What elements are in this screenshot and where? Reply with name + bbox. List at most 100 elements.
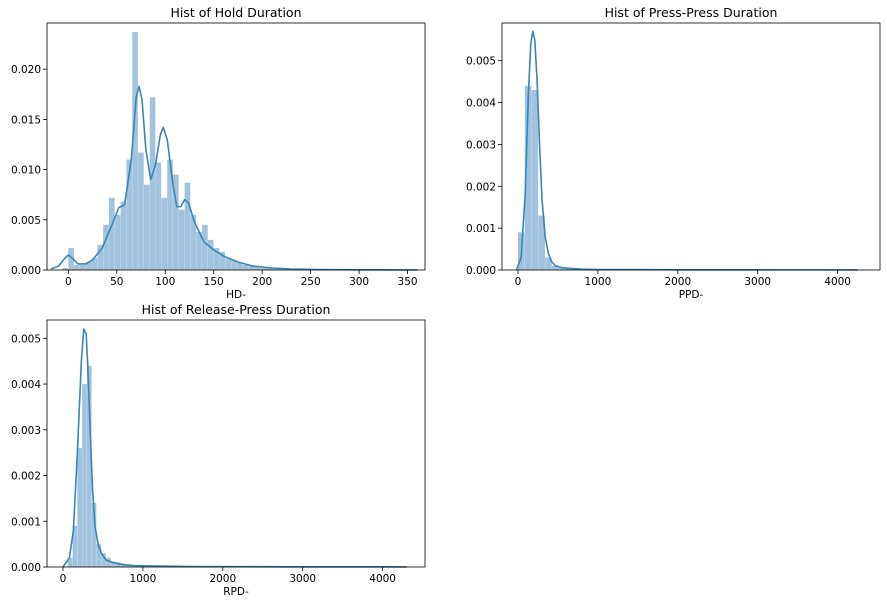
histogram-bar [110, 561, 116, 567]
x-tick-label: 1000 [130, 573, 157, 585]
y-tick-label: 0.000 [11, 265, 41, 277]
histogram-bar [86, 365, 92, 567]
histogram-bar [178, 209, 185, 270]
histogram-bar [91, 502, 97, 567]
histogram-bar [248, 265, 255, 270]
histogram-bar [138, 152, 144, 270]
histogram-bar [524, 85, 532, 270]
histogram-bar [126, 159, 133, 270]
histogram-bar [196, 231, 202, 270]
histogram-bar [173, 174, 179, 270]
plot-frame [501, 22, 881, 271]
histogram-bar [558, 267, 566, 270]
y-tick-label: 0.002 [466, 181, 496, 193]
panel-title: Hist of Release-Press Duration [142, 302, 331, 317]
y-tick-label: 0.000 [466, 265, 496, 277]
x-tick-label: 300 [349, 276, 369, 288]
y-tick-label: 0.020 [11, 64, 41, 76]
x-axis-label: HD- [226, 289, 246, 301]
histogram-bar [77, 448, 82, 567]
histogram-bar [91, 257, 98, 270]
y-tick-label: 0.001 [466, 223, 496, 235]
histogram-bar [96, 544, 102, 567]
plot-frame [46, 319, 426, 568]
panel-release-press-duration: Hist of Release-Press Duration RPD- 0 100… [11, 302, 426, 598]
histogram-bar [82, 384, 87, 567]
histogram-bar [207, 239, 214, 270]
histogram-bar [225, 257, 231, 270]
panel-hold-duration: Hist of Hold Duration HD- 0 50 100 150 200 25… [11, 5, 426, 301]
x-tick-label: 2000 [209, 573, 236, 585]
histogram-bar [219, 251, 226, 270]
y-tick-label: 0.005 [11, 333, 41, 345]
histogram-bar [551, 265, 559, 270]
x-tick-label: 3000 [744, 276, 771, 288]
histogram-bar [115, 562, 121, 567]
histogram-bars [62, 32, 418, 270]
x-tick-label: 0 [515, 276, 522, 288]
histogram-bar [114, 214, 121, 270]
histogram-bar [213, 247, 220, 270]
y-tick-label: 0.003 [466, 139, 496, 151]
histogram-bar [103, 224, 109, 270]
histogram-bar [242, 264, 249, 270]
histogram-bars [517, 85, 858, 270]
kde-line [515, 30, 858, 271]
y-tick-label: 0.005 [11, 215, 41, 227]
histogram-bar [266, 267, 272, 270]
histogram-bar [231, 259, 237, 270]
x-tick-label: 3000 [289, 573, 316, 585]
histogram-bar [565, 268, 573, 270]
histogram-bar [538, 215, 545, 270]
histogram-bar [67, 557, 73, 567]
x-tick-label: 250 [301, 276, 321, 288]
histogram-bar [531, 89, 539, 270]
histogram-bar [109, 197, 115, 270]
x-tick-label: 4000 [369, 573, 396, 585]
x-tick-label: 2000 [664, 276, 691, 288]
histogram-bar [132, 32, 138, 270]
x-tick-label: 0 [60, 573, 67, 585]
x-axis-label: RPD- [223, 586, 249, 598]
histogram-bar [72, 525, 78, 567]
x-tick-label: 200 [252, 276, 272, 288]
y-tick-label: 0.003 [11, 425, 41, 437]
y-tick-label: 0.004 [11, 379, 41, 391]
histogram-bar [190, 214, 197, 270]
histogram-bar [277, 269, 284, 270]
kde-line [62, 328, 407, 568]
x-tick-label: 4000 [824, 276, 851, 288]
histogram-bar [161, 197, 167, 270]
x-tick-label: 350 [398, 276, 418, 288]
histogram-bar [254, 266, 261, 270]
y-tick-label: 0.015 [11, 114, 41, 126]
x-tick-label: 150 [204, 276, 224, 288]
kde-line [50, 85, 418, 271]
histogram-bar [106, 557, 111, 567]
histogram-bar [271, 269, 278, 270]
y-tick-label: 0.001 [11, 516, 41, 528]
histogram-bar [184, 182, 191, 270]
y-tick-label: 0.002 [11, 471, 41, 483]
histogram-bar [149, 97, 156, 270]
histogram-bar [545, 257, 552, 270]
x-tick-label: 50 [110, 276, 123, 288]
x-tick-label: 100 [155, 276, 175, 288]
plot-frame [46, 22, 426, 271]
histogram-bar [167, 159, 173, 270]
histogram-bars [67, 365, 404, 567]
y-tick-label: 0.000 [11, 562, 41, 574]
panel-title: Hist of Press-Press Duration [605, 5, 778, 20]
histogram-bar [68, 247, 74, 270]
histogram-bar [260, 267, 266, 270]
x-tick-label: 1000 [585, 276, 612, 288]
y-tick-label: 0.005 [466, 56, 496, 68]
histogram-bar [85, 261, 92, 270]
histogram-bar [62, 267, 69, 270]
x-tick-label: 0 [65, 276, 72, 288]
y-tick-label: 0.010 [11, 165, 41, 177]
panel-press-press-duration: Hist of Press-Press Duration PPD- 0 1000 2… [466, 5, 881, 301]
histogram-bar [202, 224, 208, 270]
histogram-bar [143, 184, 150, 270]
